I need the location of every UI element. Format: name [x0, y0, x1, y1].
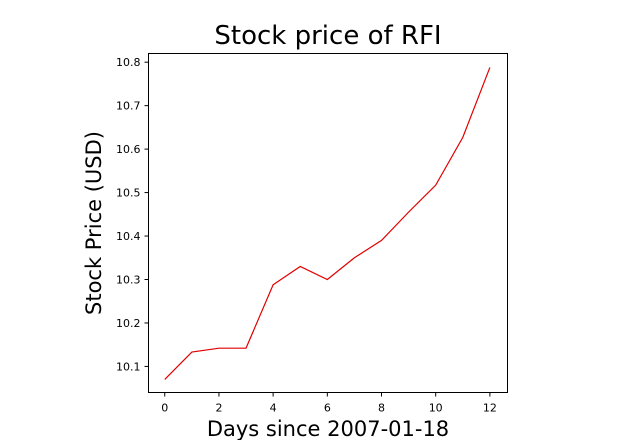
x-axis-label: Days since 2007-01-18: [207, 417, 449, 440]
x-tick-label: 10: [429, 402, 443, 415]
x-tick-label: 4: [270, 402, 277, 415]
y-tick-label: 10.1: [116, 360, 141, 373]
y-tick-label: 10.3: [116, 274, 141, 287]
y-tick-label: 10.4: [116, 230, 141, 243]
y-tick-label: 10.8: [116, 56, 141, 69]
y-axis: 10.1 10.2 10.3 10.4 10.5 10.6 10.7 10.8: [116, 56, 149, 373]
x-axis: 0 2 4 6 8 10 12: [161, 392, 497, 415]
chart-title: Stock price of RFI: [214, 21, 441, 51]
y-tick-label: 10.7: [116, 100, 141, 113]
y-tick-label: 10.2: [116, 317, 141, 330]
stock-price-line: [164, 67, 491, 380]
y-axis-label: Stock Price (USD): [82, 131, 106, 315]
y-tick-label: 10.6: [116, 143, 141, 156]
x-tick-label: 12: [483, 402, 497, 415]
x-tick-label: 0: [161, 402, 168, 415]
x-tick-label: 6: [324, 402, 331, 415]
y-tick-label: 10.5: [116, 187, 141, 200]
x-tick-label: 8: [378, 402, 385, 415]
x-tick-label: 2: [215, 402, 222, 415]
plot-frame: [148, 53, 508, 393]
